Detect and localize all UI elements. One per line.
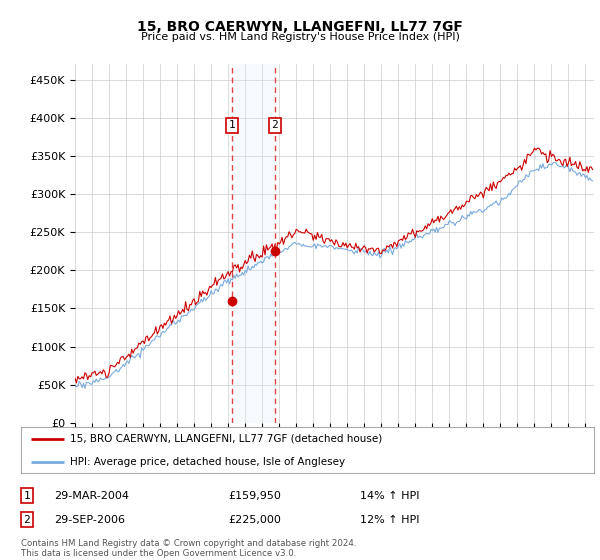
- Text: £225,000: £225,000: [228, 515, 281, 525]
- Text: 2: 2: [23, 515, 31, 525]
- Text: HPI: Average price, detached house, Isle of Anglesey: HPI: Average price, detached house, Isle…: [70, 457, 345, 466]
- Text: Price paid vs. HM Land Registry's House Price Index (HPI): Price paid vs. HM Land Registry's House …: [140, 32, 460, 42]
- Text: £159,950: £159,950: [228, 491, 281, 501]
- Text: 29-MAR-2004: 29-MAR-2004: [54, 491, 129, 501]
- Bar: [232, 64, 275, 423]
- Text: 29-SEP-2006: 29-SEP-2006: [54, 515, 125, 525]
- Text: 12% ↑ HPI: 12% ↑ HPI: [360, 515, 419, 525]
- Text: 1: 1: [23, 491, 31, 501]
- Text: 15, BRO CAERWYN, LLANGEFNI, LL77 7GF: 15, BRO CAERWYN, LLANGEFNI, LL77 7GF: [137, 20, 463, 34]
- Text: 1: 1: [229, 120, 236, 130]
- Text: 15, BRO CAERWYN, LLANGEFNI, LL77 7GF (detached house): 15, BRO CAERWYN, LLANGEFNI, LL77 7GF (de…: [70, 434, 382, 444]
- Text: 2: 2: [272, 120, 278, 130]
- Text: 14% ↑ HPI: 14% ↑ HPI: [360, 491, 419, 501]
- Text: Contains HM Land Registry data © Crown copyright and database right 2024.
This d: Contains HM Land Registry data © Crown c…: [21, 539, 356, 558]
